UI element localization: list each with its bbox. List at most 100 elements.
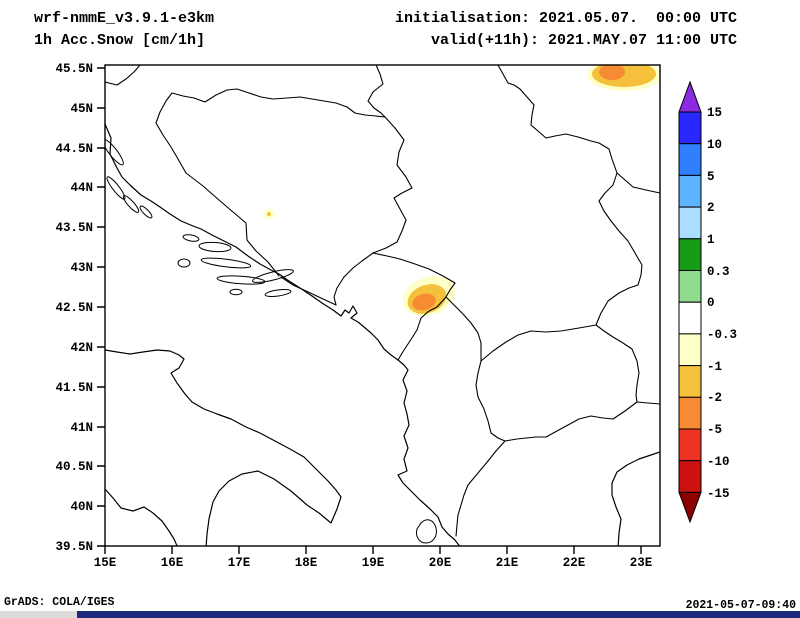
lat-tick-label: 40N [70,500,93,514]
lon-axis: 15E 16E 17E 18E 19E 20E 21E 22E 23E [94,556,653,570]
lat-ticks [97,67,105,547]
lon-tick-label: 16E [161,556,184,570]
variable-title: 1h Acc.Snow [cm/1h] [34,32,205,49]
lat-tick-label: 44N [70,181,93,195]
colorbar-segment [678,365,702,398]
border-bosnia-montenegro [333,252,374,306]
border-montenegro-albania [397,296,447,361]
colorbar-segment [678,301,702,335]
island-outline [264,289,292,297]
lon-tick-label: 18E [295,556,318,570]
island-outline [200,257,252,269]
island-outline [216,275,266,285]
colorbar-label: 10 [707,138,722,152]
island-outline [229,288,243,296]
colorbar-label: -2 [707,391,722,405]
valid-time: valid(+11h): 2021.MAY.07 11:00 UTC [431,32,737,49]
colorbar-segment [678,270,702,303]
island-outline [182,234,200,242]
colorbar-label: 15 [707,106,722,120]
colorbar-segment [678,174,702,208]
lon-tick-label: 22E [563,556,586,570]
colorbar: 15 10 5 2 1 0.3 0 -0.3 -1 -2 -5 -10 -15 [678,80,737,524]
taskbar-left-fragment [0,611,77,618]
lon-ticks [104,546,642,554]
island-outline [122,195,140,213]
colorbar-label: -0.3 [707,328,737,342]
lat-tick-label: 41.5N [55,381,93,395]
colorbar-segment [678,206,702,240]
lon-tick-label: 15E [94,556,117,570]
lat-axis: 45.5N 45N 44.5N 44N 43.5N 43N 42.5N 42N … [55,62,93,554]
lat-tick-label: 43.5N [55,221,93,235]
taskbar-strip[interactable] [77,611,800,618]
border-romania-bulgaria [616,172,660,194]
lat-tick-label: 39.5N [55,540,93,554]
colorbar-label: -1 [707,360,722,374]
colorbar-label: -15 [707,487,730,501]
lon-tick-label: 20E [429,556,452,570]
model-title: wrf-nmmE_v3.9.1-e3km [34,10,214,27]
colorbar-label: 2 [707,201,715,215]
colorbar-label: -10 [707,455,730,469]
border-macedonia-bulgaria [595,324,640,403]
island-outline [139,205,153,219]
lat-tick-label: 45N [70,102,93,116]
colorbar-label: -5 [707,423,722,437]
lat-tick-label: 42.5N [55,301,93,315]
colorbar-segment [678,333,702,367]
snow-shade-gold [267,212,271,216]
colorbar-segment [678,396,702,430]
grads-credit: GrADS: COLA/IGES [4,596,115,609]
adriatic-islands [105,138,294,297]
colorbar-label: 1 [707,233,715,247]
colorbar-arrow-top [678,80,702,113]
lat-tick-label: 42N [70,341,93,355]
border-slovenia-croatia [105,65,141,86]
snow-shade-orange [599,65,625,80]
colorbar-segment [678,143,702,176]
lat-tick-label: 40.5N [55,460,93,474]
snow-shade-orange [412,293,436,311]
lat-tick-label: 45.5N [55,62,93,76]
border-albania-macedonia [475,360,506,442]
snow-shading [263,65,660,317]
lat-tick-label: 44.5N [55,142,93,156]
init-time: initialisation: 2021.05.07. 00:00 UTC [395,10,737,27]
border-croatia-serbia [367,65,386,118]
island-outline [106,176,126,200]
coastline-greece-thermaic [611,451,660,546]
coastline-italy-tyrrhenian [105,488,178,546]
colorbar-label: 5 [707,170,715,184]
island-corfu [416,519,437,544]
lat-tick-label: 43N [70,261,93,275]
border-serbia-bulgaria [595,172,643,326]
island-outline [252,269,294,283]
colorbar-segment [678,111,702,145]
border-serbia-macedonia [480,324,597,362]
border-greece-bulgaria [636,401,660,405]
island-outline [198,241,232,253]
coastline-east-adriatic [105,123,461,546]
island-outline [105,138,124,166]
island-outline [177,258,191,268]
colorbar-label: 0 [707,296,715,310]
border-serbia-albania [445,296,482,362]
lon-tick-label: 17E [228,556,251,570]
colorbar-segment [678,428,702,462]
lat-tick-label: 41N [70,421,93,435]
colorbar-label: 0.3 [707,265,730,279]
map-frame [104,64,661,547]
colorbar-segment [678,238,702,272]
border-montenegro-serbia [372,252,456,298]
coastline-italy-adriatic [105,349,342,546]
colorbar-arrow-bottom [678,491,702,524]
lon-tick-label: 21E [496,556,519,570]
border-croatia-bosnia-south [280,276,337,306]
render-timestamp: 2021-05-07-09:40 [686,599,797,612]
border-bosnia-serbia [372,116,413,254]
border-croatia-bosnia [155,88,386,277]
border-serbia-romania [497,65,618,174]
border-albania-greece [455,440,506,537]
